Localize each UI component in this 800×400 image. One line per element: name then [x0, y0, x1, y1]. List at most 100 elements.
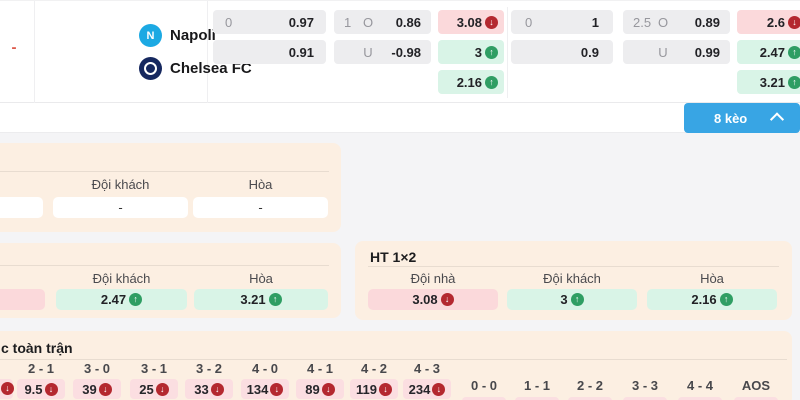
- score-odds-value: 33: [194, 381, 209, 397]
- column-header-draw: Hòa: [248, 177, 273, 192]
- odds-value: -0.98: [391, 44, 421, 60]
- score-column: 3 - 3: [620, 379, 670, 400]
- keo-count-button[interactable]: 8 kèo: [684, 103, 800, 133]
- handicap-line: 0: [525, 14, 533, 30]
- odds-value: 2.16: [456, 74, 482, 90]
- odds-value: 3.08: [456, 14, 482, 30]
- trend-up-icon: ↑: [788, 45, 800, 59]
- score-column: 3 - 2 33 ↓: [182, 362, 236, 399]
- odds-cell[interactable]: [0, 289, 45, 310]
- odds-value: 0.97: [288, 14, 314, 30]
- odds-cell[interactable]: [0, 197, 43, 218]
- ou-side: O: [657, 14, 669, 30]
- trend-up-icon: ↑: [485, 45, 498, 59]
- score-column: 4 - 3 234 ↓: [400, 362, 454, 399]
- score-odds-cell[interactable]: 134 ↓: [241, 379, 289, 399]
- market-panel-dash: Đội nhà Đội khách Hòa - -: [0, 143, 341, 232]
- trend-up-icon: ↑: [719, 293, 733, 306]
- team-row-away[interactable]: [139, 57, 162, 80]
- score-column: 2 - 1 9.5 ↓: [14, 362, 68, 399]
- over-under-cell[interactable]: U 0.99: [623, 40, 730, 64]
- handicap-cell[interactable]: 0.91: [213, 40, 326, 64]
- score-label: AOS: [741, 378, 771, 393]
- odds-cell[interactable]: 3.21 ↑: [194, 289, 328, 310]
- team-row-home[interactable]: N: [139, 24, 162, 47]
- divider: [0, 359, 787, 360]
- score-odds-cell[interactable]: 119 ↓: [350, 379, 398, 399]
- score-odds-cell[interactable]: [734, 397, 778, 400]
- home-team-name[interactable]: Napoli: [170, 27, 216, 44]
- one-x-two-cell[interactable]: 3.08 ↓: [438, 10, 504, 34]
- column-header-home: Đội nhà: [0, 177, 43, 192]
- score-label: 4 - 3: [413, 361, 440, 376]
- odds-value: 0.86: [395, 14, 421, 30]
- trend-down-icon: ↓: [485, 15, 498, 29]
- score-column: 4 - 0 134 ↓: [238, 362, 292, 399]
- score-column: 1 - 1: [512, 379, 562, 400]
- odds-cell[interactable]: 2.47 ↑: [56, 289, 187, 310]
- score-odds-cell[interactable]: [462, 397, 506, 400]
- score-label: 1 - 1: [523, 378, 550, 393]
- score-odds-value: 234: [408, 381, 431, 397]
- score-label: 2 - 2: [576, 378, 603, 393]
- divider: [34, 1, 35, 104]
- odds-cell[interactable]: -: [53, 197, 188, 218]
- odds-value: 3: [560, 292, 568, 307]
- ou-line: 2.5: [633, 14, 652, 30]
- odds-cell[interactable]: 3 ↑: [507, 289, 637, 310]
- score-column: 3 - 1 25 ↓: [127, 362, 181, 399]
- score-odds-cell[interactable]: 9.5 ↓: [17, 379, 65, 399]
- odds-value: 2.47: [100, 292, 127, 307]
- score-odds-cell[interactable]: [623, 397, 667, 400]
- handicap-cell[interactable]: 0.9: [511, 40, 613, 64]
- handicap-cell[interactable]: 0 0.97: [213, 10, 326, 34]
- odds-cell[interactable]: -: [193, 197, 328, 218]
- score-odds-cell[interactable]: 234 ↓: [403, 379, 451, 399]
- one-x-two-cell[interactable]: 2.6 ↓: [737, 10, 800, 34]
- trend-down-icon: ↓: [788, 15, 800, 29]
- score-column: 0 - 0: [459, 379, 509, 400]
- keo-count-label: 8 kèo: [714, 110, 748, 126]
- odds-cell[interactable]: 2.16 ↑: [647, 289, 777, 310]
- score-odds-value: 25: [139, 381, 154, 397]
- score-odds-value: 134: [246, 381, 269, 397]
- one-x-two-cell[interactable]: 3.21 ↑: [737, 70, 800, 94]
- score-odds-cell[interactable]: 25 ↓: [130, 379, 178, 399]
- score-odds-cell[interactable]: [678, 397, 722, 400]
- score-odds-cell[interactable]: 89 ↓: [296, 379, 344, 399]
- column-header-draw: Hòa: [700, 271, 724, 286]
- score-odds-value: 89: [305, 381, 320, 397]
- market-panel-ft-1x2: Đội nhà Đội khách Hòa 2.47 ↑ 3.21 ↑: [0, 243, 341, 318]
- over-under-cell[interactable]: 1 O 0.86: [334, 10, 431, 34]
- one-x-two-cell[interactable]: 2.16 ↑: [438, 70, 504, 94]
- handicap-cell[interactable]: 0 1: [511, 10, 613, 34]
- over-under-cell[interactable]: U -0.98: [334, 40, 431, 64]
- score-label: 2 - 0: [0, 362, 13, 376]
- ou-side: U: [363, 44, 373, 60]
- score-odds-cell[interactable]: [515, 397, 559, 400]
- away-team-name[interactable]: Chelsea FC: [170, 60, 252, 77]
- trend-down-icon: ↓: [98, 382, 112, 396]
- one-x-two-cell[interactable]: 2.47 ↑: [737, 40, 800, 64]
- sub-header-strip: [0, 103, 800, 133]
- odds-cell[interactable]: 3.08 ↓: [368, 289, 498, 310]
- ou-side: U: [658, 44, 668, 60]
- divider: [207, 1, 208, 104]
- score-column: 4 - 1 89 ↓: [293, 362, 347, 399]
- odds-value: 2.6: [766, 14, 785, 30]
- trend-up-icon: ↑: [129, 293, 143, 306]
- score-column: AOS: [731, 379, 781, 400]
- score-odds-cell[interactable]: [568, 397, 612, 400]
- odds-value: 3.21: [759, 74, 785, 90]
- one-x-two-cell[interactable]: 3 ↑: [438, 40, 504, 64]
- odds-value: 0.9: [580, 44, 599, 60]
- over-under-cell[interactable]: 2.5 O 0.89: [623, 10, 730, 34]
- trend-down-icon: ↓: [270, 382, 284, 396]
- napoli-logo-icon: N: [139, 24, 162, 47]
- score-odds-cell[interactable]: 33 ↓: [185, 379, 233, 399]
- score-odds-cell[interactable]: 39 ↓: [73, 379, 121, 399]
- divider: [368, 266, 779, 267]
- ou-side: O: [362, 14, 374, 30]
- odds-value: 2.16: [691, 292, 717, 307]
